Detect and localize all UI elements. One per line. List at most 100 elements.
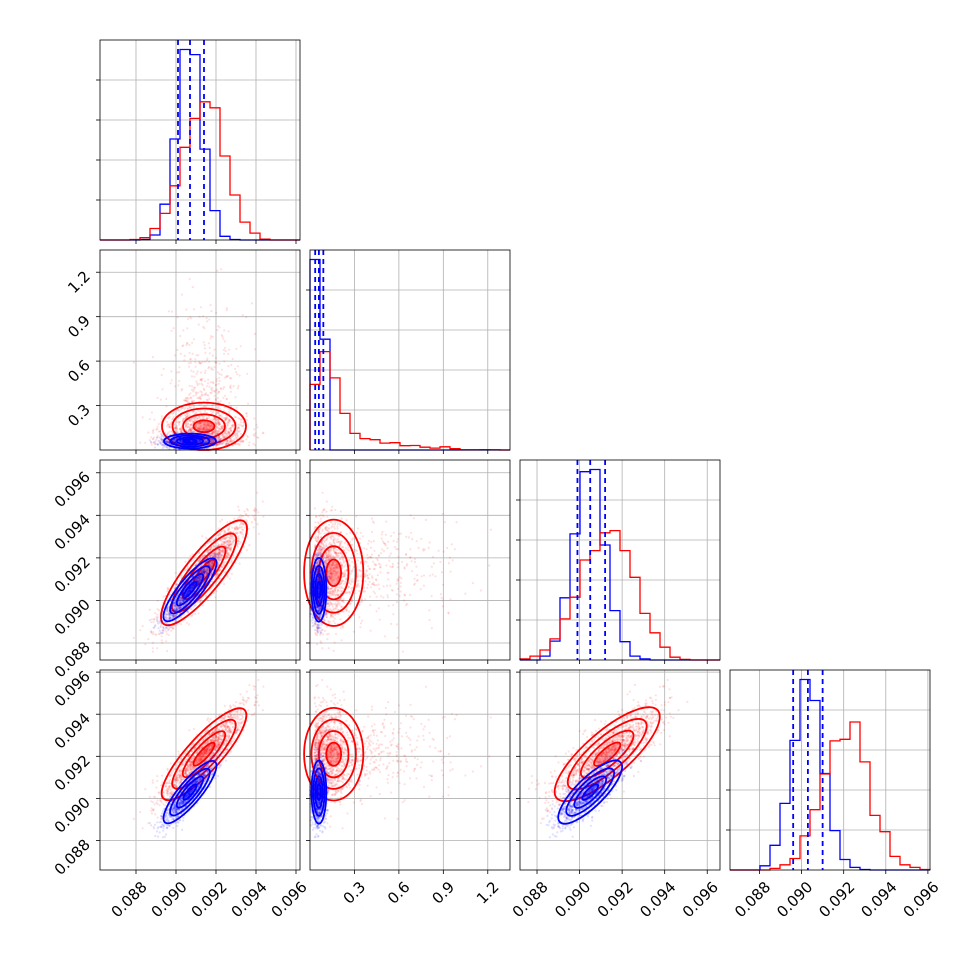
- sample-point: [166, 432, 169, 436]
- sample-point: [167, 587, 170, 590]
- sample-point: [203, 388, 206, 392]
- sample-point: [236, 429, 239, 433]
- sample-point: [190, 429, 193, 432]
- sample-point: [211, 411, 214, 414]
- sample-point: [201, 361, 204, 364]
- sample-point: [218, 407, 221, 410]
- sample-point: [203, 360, 206, 363]
- sample-point: [218, 373, 221, 376]
- sample-point: [243, 526, 246, 529]
- sample-point: [217, 421, 220, 424]
- sample-point: [228, 441, 231, 444]
- sample-point: [225, 417, 228, 420]
- sample-point: [197, 612, 200, 615]
- sample-point: [220, 426, 223, 429]
- sample-point: [205, 317, 208, 320]
- sample-point: [185, 414, 188, 417]
- sample-point: [199, 410, 202, 413]
- sample-point: [225, 418, 228, 421]
- sample-point: [162, 435, 166, 438]
- sample-point: [191, 399, 194, 403]
- sample-point: [241, 425, 245, 428]
- sample-point: [239, 432, 242, 435]
- sample-point: [191, 419, 194, 423]
- sample-point: [226, 416, 229, 419]
- sample-point: [206, 357, 209, 360]
- sample-point: [192, 394, 195, 397]
- sample-point: [229, 440, 232, 443]
- sample-point: [181, 388, 184, 391]
- sample-point: [224, 431, 227, 435]
- sample-point: [228, 402, 231, 405]
- sample-point: [206, 382, 210, 385]
- sample-point: [256, 436, 259, 439]
- sample-point: [221, 416, 224, 419]
- sample-point: [233, 415, 237, 418]
- sample-point: [226, 440, 229, 443]
- sample-point: [192, 390, 195, 393]
- sample-point: [188, 428, 192, 431]
- sample-point: [254, 507, 257, 510]
- sample-point: [167, 423, 170, 426]
- sample-point: [152, 428, 155, 431]
- sample-point: [168, 426, 171, 429]
- sample-point: [242, 421, 245, 424]
- sample-point: [228, 430, 231, 433]
- sample-point: [209, 304, 212, 307]
- sample-point: [167, 417, 170, 420]
- sample-point: [206, 417, 209, 420]
- sample-point: [235, 347, 238, 350]
- sample-point: [210, 335, 213, 338]
- sample-point: [201, 377, 204, 380]
- sample-point: [198, 427, 202, 430]
- sample-point: [241, 440, 244, 443]
- sample-point: [225, 309, 228, 312]
- sample-point: [165, 633, 168, 636]
- sample-point: [177, 408, 180, 411]
- sample-point: [181, 344, 184, 348]
- sample-point: [221, 335, 224, 338]
- sample-point: [207, 367, 210, 370]
- sample-point: [132, 361, 135, 364]
- sample-point: [223, 386, 226, 389]
- sample-point: [150, 443, 153, 446]
- sample-point: [235, 443, 238, 446]
- sample-point: [223, 340, 226, 343]
- sample-point: [156, 613, 159, 616]
- sample-point: [181, 406, 184, 410]
- sample-point: [223, 394, 227, 397]
- sample-point: [187, 397, 190, 400]
- sample-point: [253, 332, 257, 336]
- sample-point: [148, 439, 151, 442]
- sample-point: [204, 371, 207, 374]
- sample-point: [217, 527, 220, 530]
- sample-point: [229, 384, 232, 387]
- sample-point: [221, 435, 224, 438]
- sample-point: [226, 424, 229, 427]
- sample-point: [175, 425, 178, 428]
- sample-point: [218, 376, 221, 379]
- sample-point: [216, 269, 219, 272]
- sample-point: [166, 421, 169, 424]
- sample-point: [262, 515, 265, 518]
- sample-point: [179, 352, 182, 355]
- sample-point: [208, 540, 211, 543]
- sample-point: [242, 440, 245, 443]
- sample-point: [239, 517, 242, 520]
- sample-point: [188, 623, 191, 626]
- sample-point: [245, 419, 248, 422]
- sample-point: [215, 590, 218, 593]
- sample-point: [204, 380, 207, 383]
- sample-point: [164, 628, 167, 631]
- density-contour: [182, 438, 198, 444]
- sample-point: [245, 512, 248, 516]
- sample-point: [247, 402, 250, 405]
- sample-point: [247, 444, 251, 447]
- sample-point: [205, 405, 208, 408]
- sample-point: [198, 382, 201, 385]
- sample-point: [219, 429, 222, 432]
- sample-point: [239, 440, 242, 443]
- sample-point: [215, 377, 218, 381]
- sample-point: [152, 633, 155, 636]
- sample-point: [197, 428, 200, 431]
